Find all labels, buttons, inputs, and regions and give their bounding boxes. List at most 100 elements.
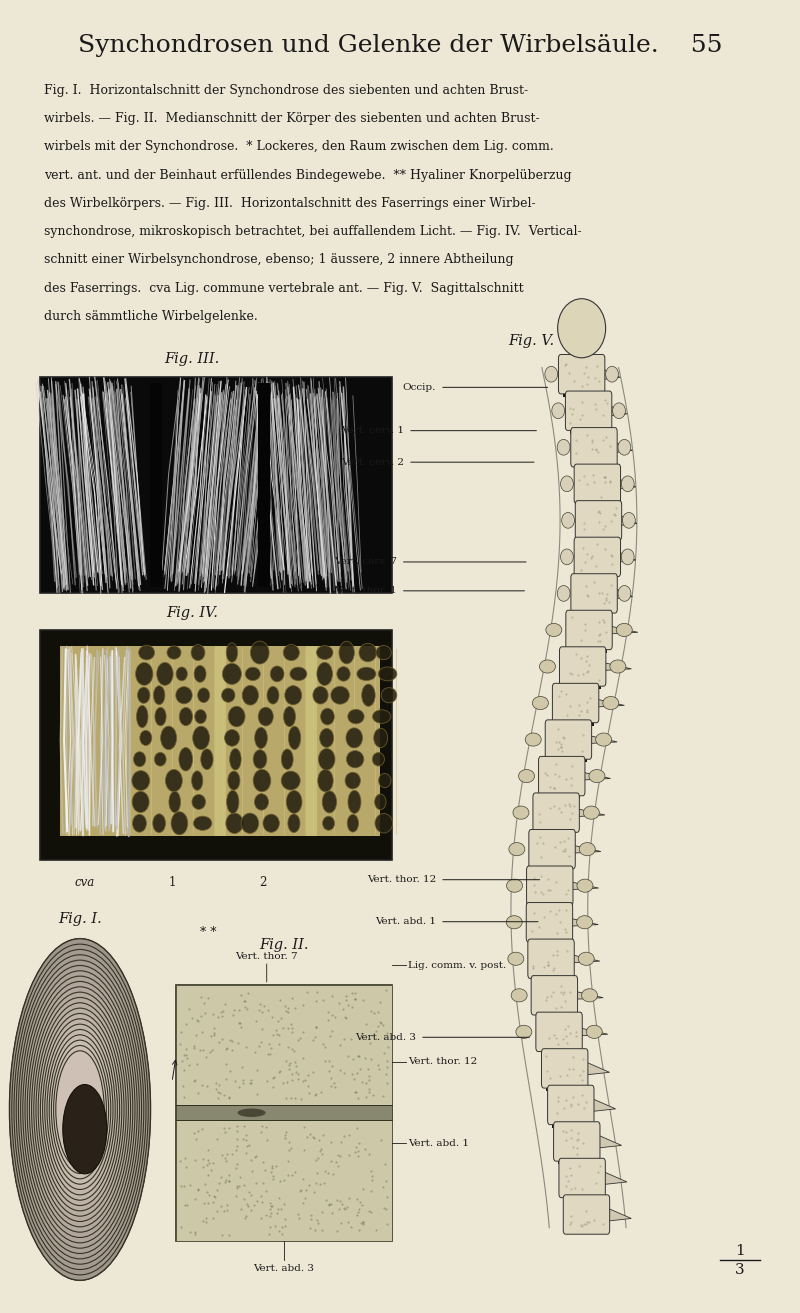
Ellipse shape: [282, 748, 293, 769]
Bar: [258, 383, 270, 587]
Ellipse shape: [283, 645, 299, 660]
Text: Fig. IV.: Fig. IV.: [166, 605, 218, 620]
Ellipse shape: [171, 811, 188, 835]
Ellipse shape: [373, 710, 391, 723]
Polygon shape: [619, 515, 637, 525]
Ellipse shape: [194, 666, 206, 683]
Ellipse shape: [582, 989, 598, 1002]
Ellipse shape: [618, 440, 630, 456]
Ellipse shape: [228, 706, 245, 727]
Ellipse shape: [375, 814, 393, 832]
Ellipse shape: [258, 708, 274, 726]
Ellipse shape: [38, 1008, 122, 1211]
Ellipse shape: [193, 726, 210, 750]
Ellipse shape: [155, 708, 166, 726]
Ellipse shape: [318, 748, 335, 769]
Text: vert. ant. und der Beinhaut erfüllendes Bindegewebe.  ** Hyaliner Knorpelüberzug: vert. ant. und der Beinhaut erfüllendes …: [44, 168, 572, 181]
Ellipse shape: [201, 748, 213, 769]
Ellipse shape: [348, 709, 364, 723]
Ellipse shape: [12, 944, 148, 1275]
Bar: [550, 754, 587, 763]
Ellipse shape: [290, 667, 307, 680]
Ellipse shape: [226, 790, 239, 814]
Ellipse shape: [241, 813, 258, 834]
Ellipse shape: [254, 793, 269, 810]
Text: Fig. III.: Fig. III.: [164, 352, 220, 366]
Polygon shape: [590, 735, 618, 743]
Polygon shape: [591, 1099, 615, 1112]
Ellipse shape: [618, 586, 631, 601]
Ellipse shape: [518, 769, 534, 783]
Ellipse shape: [242, 685, 258, 705]
Bar: [579, 498, 616, 507]
Ellipse shape: [226, 813, 243, 834]
Text: Vert. cerv. 1: Vert. cerv. 1: [341, 427, 404, 435]
Text: 1: 1: [168, 876, 176, 889]
FancyBboxPatch shape: [571, 574, 618, 613]
Polygon shape: [570, 918, 598, 926]
Ellipse shape: [546, 624, 562, 637]
Ellipse shape: [16, 955, 144, 1264]
Bar: [543, 790, 580, 798]
Ellipse shape: [136, 663, 153, 685]
Bar: [40, 630, 392, 860]
Ellipse shape: [545, 366, 558, 382]
Text: Fig. II.: Fig. II.: [259, 937, 309, 952]
Text: cva: cva: [74, 876, 94, 889]
Ellipse shape: [45, 1024, 115, 1195]
Polygon shape: [607, 1208, 631, 1221]
Ellipse shape: [322, 790, 337, 813]
Bar: [60, 646, 380, 836]
Ellipse shape: [30, 987, 130, 1232]
Bar: [579, 571, 616, 580]
Ellipse shape: [132, 792, 149, 813]
Ellipse shape: [191, 645, 205, 660]
Ellipse shape: [317, 662, 333, 685]
Ellipse shape: [253, 750, 267, 769]
Polygon shape: [577, 809, 605, 817]
Bar: [176, 1120, 392, 1241]
Ellipse shape: [47, 1029, 113, 1190]
Ellipse shape: [603, 696, 619, 709]
Ellipse shape: [506, 880, 522, 893]
Ellipse shape: [578, 952, 594, 965]
Polygon shape: [603, 1171, 627, 1184]
Ellipse shape: [21, 965, 139, 1254]
FancyBboxPatch shape: [531, 976, 578, 1015]
FancyBboxPatch shape: [558, 355, 605, 394]
Ellipse shape: [561, 475, 574, 491]
Ellipse shape: [63, 1085, 107, 1174]
Ellipse shape: [18, 960, 142, 1259]
Ellipse shape: [222, 688, 235, 702]
Ellipse shape: [41, 1014, 120, 1205]
Ellipse shape: [154, 685, 165, 705]
Ellipse shape: [577, 915, 593, 928]
FancyBboxPatch shape: [566, 611, 612, 650]
Polygon shape: [575, 991, 603, 999]
Ellipse shape: [586, 1025, 602, 1039]
Ellipse shape: [516, 1025, 532, 1039]
Ellipse shape: [154, 752, 166, 765]
Ellipse shape: [56, 1050, 104, 1169]
Text: Vert. abd. 3: Vert. abd. 3: [254, 1264, 314, 1274]
Ellipse shape: [317, 646, 333, 659]
Ellipse shape: [533, 696, 549, 709]
Polygon shape: [582, 772, 610, 780]
Ellipse shape: [579, 843, 595, 856]
Ellipse shape: [374, 729, 388, 747]
Bar: [558, 717, 594, 726]
Text: Vert. thor. 1: Vert. thor. 1: [334, 587, 397, 595]
Ellipse shape: [622, 512, 635, 528]
Ellipse shape: [511, 989, 527, 1002]
Ellipse shape: [267, 687, 279, 704]
Text: wirbels mit der Synchondrose.  * Lockeres, den Raum zwischen dem Lig. comm.: wirbels mit der Synchondrose. * Lockeres…: [44, 140, 554, 154]
FancyBboxPatch shape: [570, 428, 617, 467]
Ellipse shape: [133, 814, 146, 832]
Text: Vert. thor. 12: Vert. thor. 12: [366, 876, 436, 884]
Ellipse shape: [222, 663, 242, 684]
Ellipse shape: [583, 806, 599, 819]
Ellipse shape: [506, 915, 522, 928]
FancyBboxPatch shape: [526, 902, 573, 941]
Text: schnitt einer Wirbelsynchondrose, ebenso; 1 äussere, 2 innere Abtheilung: schnitt einer Wirbelsynchondrose, ebenso…: [44, 253, 514, 267]
Ellipse shape: [539, 660, 555, 674]
